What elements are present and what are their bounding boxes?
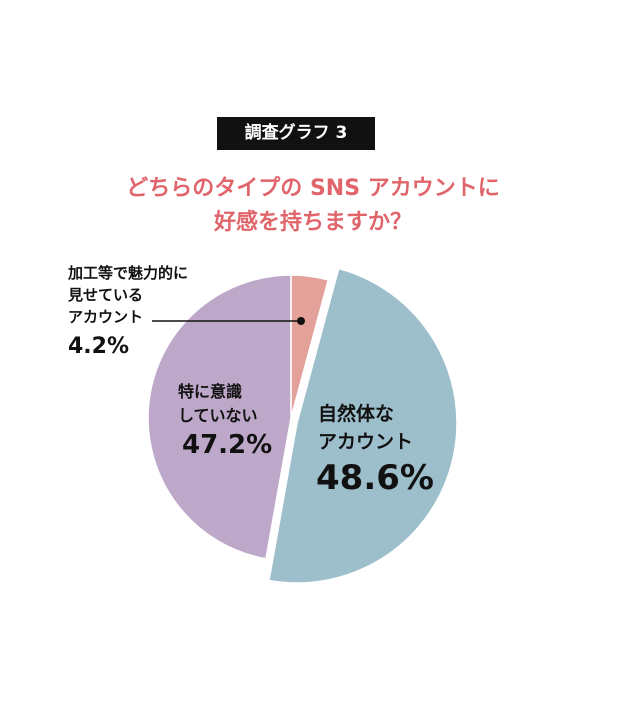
value-label: 47.2% (182, 430, 273, 460)
pie-slice (268, 267, 458, 584)
pie (147, 267, 458, 584)
slice-label: 自然体な アカウント (318, 403, 414, 453)
value-label: 4.2% (68, 334, 130, 359)
chart-title: どちらのタイプの SNS アカウントに 好感を持ちますか？ (126, 176, 500, 235)
slice-label: 加工等で魅力的に 見せている アカウント (68, 264, 189, 326)
slice-label: 特に意識 していない (178, 382, 258, 425)
value-label: 48.6% (316, 458, 434, 498)
leader-dot (297, 317, 305, 325)
badge: 調査グラフ 3 (217, 117, 375, 150)
pie-slice (147, 274, 292, 560)
